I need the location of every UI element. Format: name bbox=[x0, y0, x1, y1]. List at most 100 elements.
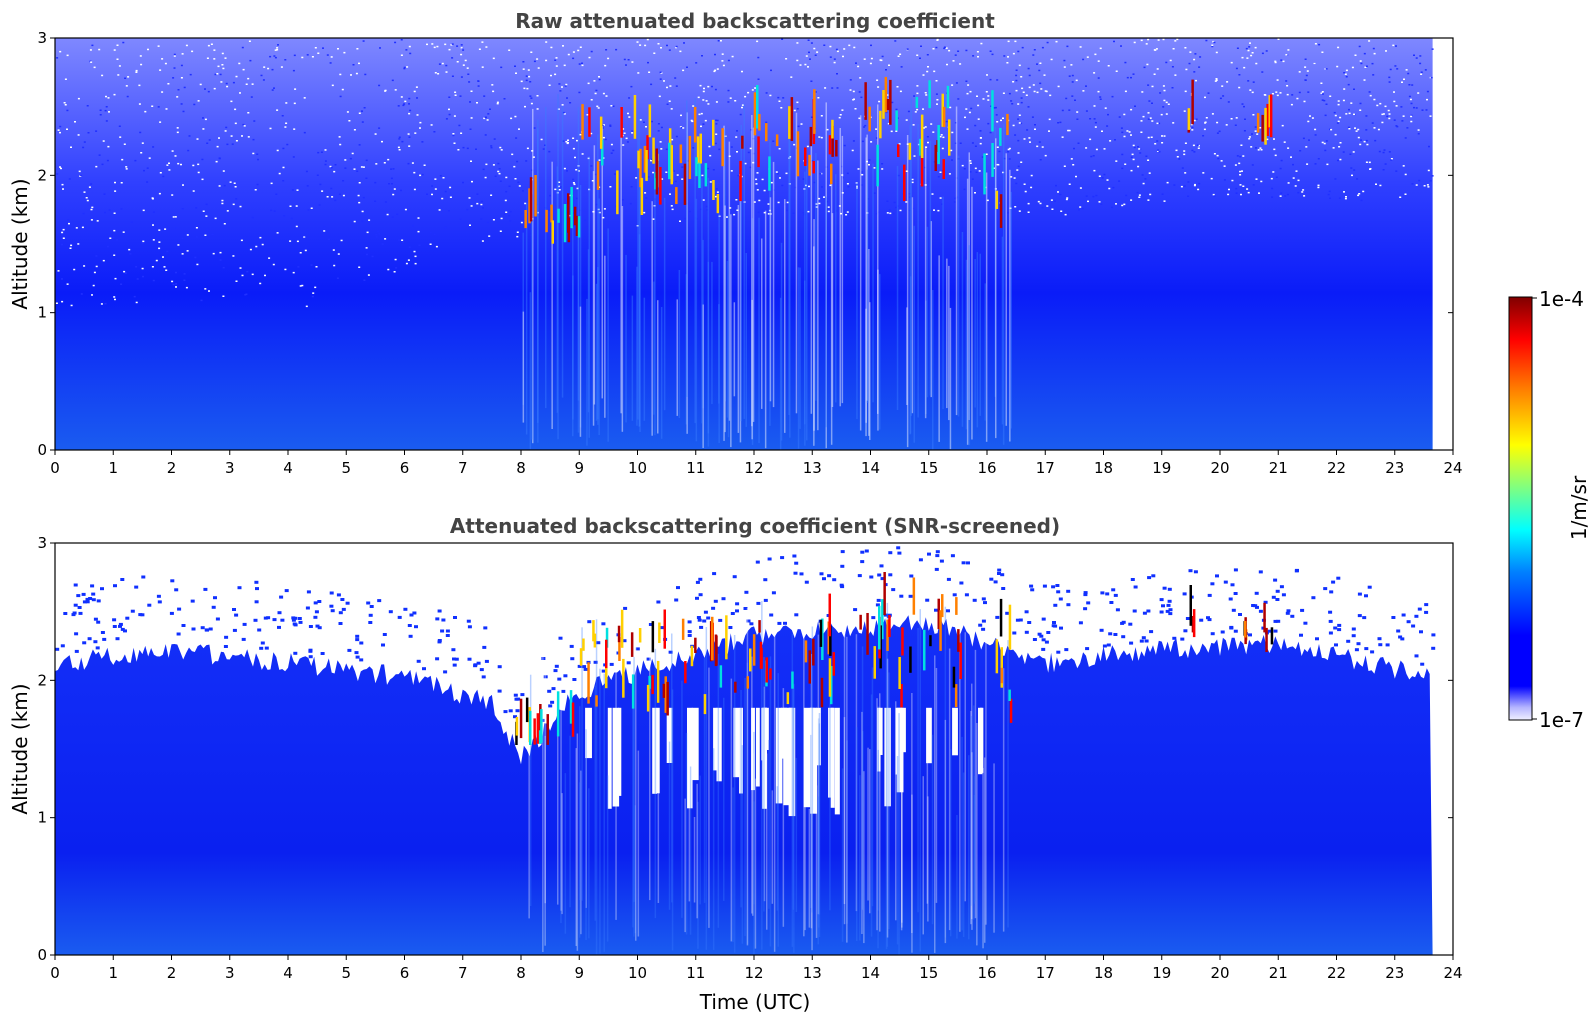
signal-speckle bbox=[1230, 583, 1235, 587]
noise-pixel bbox=[247, 77, 250, 80]
noise-pixel bbox=[826, 200, 829, 203]
noise-pixel bbox=[485, 46, 488, 48]
signal-speckle bbox=[1275, 598, 1280, 601]
signal-speckle bbox=[112, 625, 117, 628]
cloud-mark bbox=[919, 138, 922, 156]
streak bbox=[811, 812, 813, 951]
noise-pixel bbox=[1097, 90, 1100, 93]
streak bbox=[594, 685, 596, 921]
noise-pixel bbox=[911, 178, 914, 181]
noise-pixel bbox=[77, 97, 80, 100]
x-tick-label: 13 bbox=[803, 964, 822, 982]
noise-pixel bbox=[955, 82, 958, 84]
cloud-mark bbox=[734, 681, 737, 693]
noise-pixel bbox=[297, 266, 300, 268]
noise-pixel bbox=[493, 138, 496, 140]
noise-pixel bbox=[66, 109, 69, 112]
noise-pixel bbox=[952, 60, 955, 62]
signal-speckle bbox=[1166, 603, 1171, 607]
noise-pixel bbox=[1274, 61, 1277, 64]
streak bbox=[1007, 640, 1009, 928]
screened-gap bbox=[926, 707, 932, 764]
streak bbox=[625, 254, 627, 423]
noise-pixel bbox=[1124, 163, 1127, 165]
noise-pixel bbox=[1125, 194, 1128, 197]
noise-pixel bbox=[102, 259, 105, 262]
noise-pixel bbox=[195, 207, 198, 209]
noise-pixel bbox=[434, 188, 437, 190]
noise-pixel bbox=[846, 183, 849, 185]
noise-pixel bbox=[158, 229, 161, 231]
noise-pixel bbox=[358, 112, 361, 114]
noise-pixel bbox=[1055, 40, 1058, 43]
streak bbox=[784, 199, 786, 433]
screened-gap bbox=[691, 707, 699, 781]
cloud-mark bbox=[567, 193, 570, 233]
noise-pixel bbox=[303, 97, 306, 99]
noise-pixel bbox=[598, 159, 601, 161]
noise-pixel bbox=[61, 183, 64, 186]
noise-pixel bbox=[1250, 54, 1253, 57]
noise-pixel bbox=[581, 153, 584, 155]
signal-speckle bbox=[551, 687, 556, 691]
noise-pixel bbox=[778, 100, 781, 102]
streak bbox=[789, 112, 791, 438]
signal-speckle bbox=[1193, 570, 1198, 574]
noise-pixel bbox=[949, 106, 952, 109]
x-axis-label: Time (UTC) bbox=[699, 990, 811, 1014]
streak bbox=[917, 124, 919, 418]
signal-speckle bbox=[1206, 616, 1210, 620]
noise-pixel bbox=[166, 250, 169, 253]
noise-pixel bbox=[1248, 46, 1251, 48]
noise-pixel bbox=[419, 121, 422, 124]
noise-pixel bbox=[303, 131, 306, 134]
noise-pixel bbox=[282, 180, 285, 182]
noise-pixel bbox=[1286, 93, 1289, 96]
noise-pixel bbox=[352, 64, 355, 66]
noise-pixel bbox=[1419, 55, 1422, 57]
noise-pixel bbox=[1365, 115, 1368, 117]
noise-pixel bbox=[358, 266, 361, 268]
noise-pixel bbox=[458, 124, 461, 127]
cloud-mark bbox=[898, 657, 901, 689]
noise-pixel bbox=[434, 178, 437, 180]
signal-speckle bbox=[735, 602, 740, 606]
signal-speckle bbox=[272, 618, 277, 622]
noise-pixel bbox=[1002, 171, 1005, 174]
noise-pixel bbox=[1134, 105, 1136, 107]
x-tick-label: 0 bbox=[50, 459, 60, 477]
noise-pixel bbox=[481, 240, 484, 242]
noise-pixel bbox=[398, 239, 400, 241]
noise-pixel bbox=[1337, 100, 1340, 102]
streak bbox=[861, 646, 864, 910]
streak bbox=[926, 723, 929, 904]
noise-pixel bbox=[1184, 172, 1187, 174]
signal-speckle bbox=[293, 651, 298, 655]
noise-pixel bbox=[510, 117, 513, 120]
signal-speckle bbox=[1046, 631, 1051, 634]
noise-pixel bbox=[319, 183, 322, 186]
noise-pixel bbox=[181, 208, 184, 210]
noise-pixel bbox=[1007, 212, 1010, 214]
noise-pixel bbox=[1113, 40, 1115, 43]
colorbar-min-label: 1e-7 bbox=[1539, 708, 1584, 732]
noise-pixel bbox=[312, 292, 315, 294]
streak bbox=[888, 672, 890, 929]
noise-pixel bbox=[927, 66, 929, 68]
noise-pixel bbox=[320, 151, 323, 153]
noise-pixel bbox=[577, 170, 580, 172]
signal-speckle bbox=[484, 659, 489, 663]
noise-pixel bbox=[1020, 97, 1023, 99]
noise-pixel bbox=[959, 63, 962, 65]
noise-pixel bbox=[1295, 170, 1298, 172]
signal-speckle bbox=[369, 605, 374, 608]
signal-speckle bbox=[888, 551, 893, 555]
noise-pixel bbox=[323, 226, 326, 228]
noise-pixel bbox=[686, 66, 688, 68]
noise-pixel bbox=[885, 111, 888, 114]
signal-speckle bbox=[1328, 610, 1333, 614]
noise-pixel bbox=[586, 114, 589, 116]
noise-pixel bbox=[807, 39, 810, 41]
noise-pixel bbox=[1022, 91, 1025, 93]
noise-pixel bbox=[235, 198, 238, 200]
